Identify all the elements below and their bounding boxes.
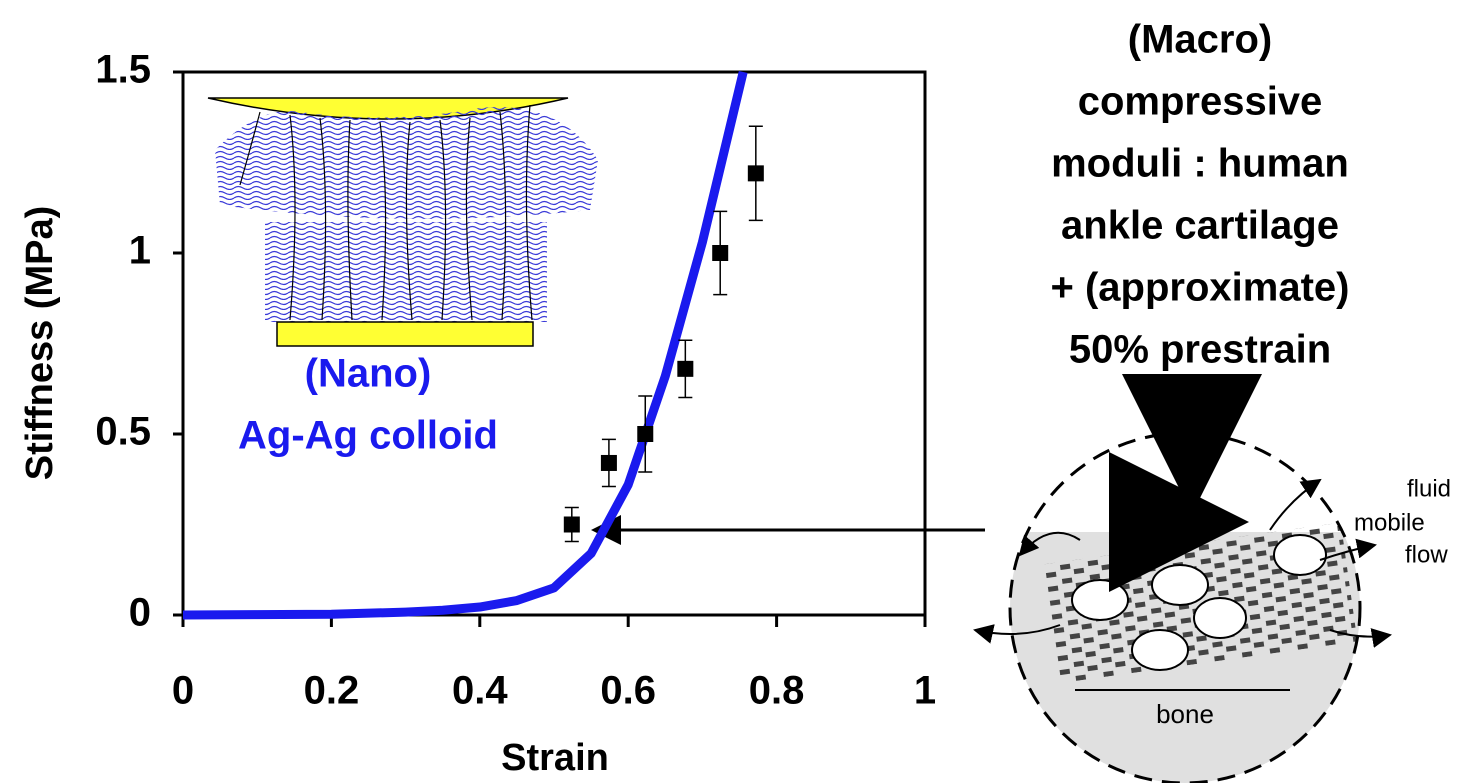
data-point [600,454,617,471]
x-tick-label: 0.4 [452,669,508,713]
data-point [677,360,694,377]
y-tick-label: 1 [129,229,151,273]
macro-label: ankle cartilage [1061,204,1339,248]
x-tick-label: 0.6 [600,669,656,713]
macro-label: compressive [1078,80,1323,124]
nano-label: (Nano) [305,352,432,396]
x-axis-title: Strain [501,737,609,779]
force-label: F [1138,484,1162,528]
bone-label: bone [1156,699,1214,729]
nano-illustration [207,97,598,347]
plot-frame [181,70,927,617]
data-point [563,516,580,533]
macro-label: 50% prestrain [1069,328,1331,372]
data-point [747,165,764,182]
nano-label: Ag-Ag colloid [238,414,498,458]
flow-label: fluid [1407,475,1451,502]
y-axis-title: Stiffness (MPa) [19,206,61,480]
cartilage-diagram [591,374,1392,783]
flow-label: flow [1405,541,1448,568]
x-tick-label: 0 [172,669,194,713]
macro-label: moduli : human [1051,142,1349,186]
x-tick-label: 1 [914,669,936,713]
macro-label: + (approximate) [1051,266,1350,310]
data-point [712,245,729,261]
y-tick-label: 0 [129,591,151,635]
macro-label: (Macro) [1128,18,1272,62]
y-tick-label: 0.5 [95,410,151,454]
curve [182,70,748,620]
data-point [637,426,654,442]
flow-label: mobile [1354,509,1425,536]
y-tick-label: 1.5 [95,48,151,92]
x-tick-label: 0.8 [749,669,805,713]
x-tick-label: 0.2 [304,669,360,713]
force-label: F [1201,396,1225,440]
